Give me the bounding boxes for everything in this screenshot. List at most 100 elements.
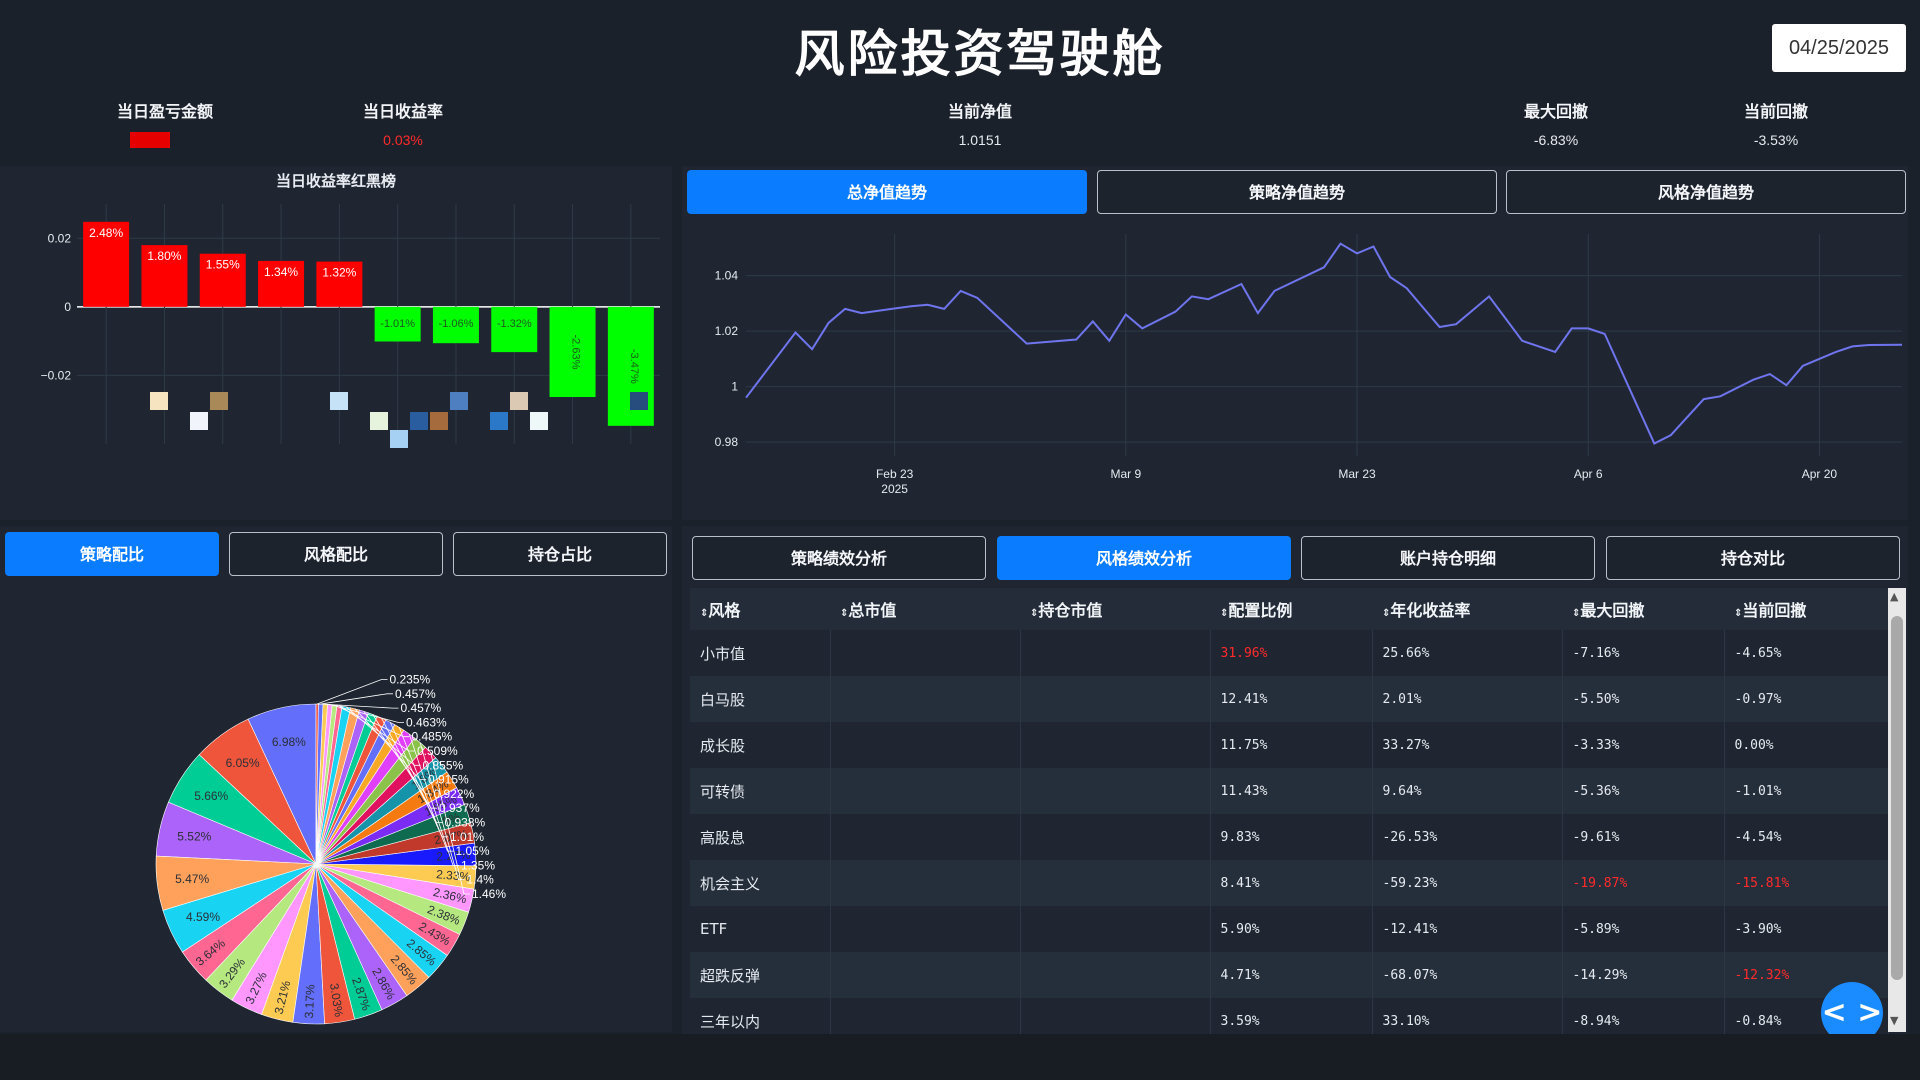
pie-data-label: 3.17% — [302, 984, 318, 1019]
column-header[interactable]: ⇕配置比例 — [1210, 588, 1372, 630]
pie-data-label: 0.485% — [412, 730, 453, 744]
pie-data-label: 0.915% — [428, 773, 469, 787]
table-row[interactable]: 超跌反弹 4.71% -68.07% -14.29% -12.32% — [690, 952, 1889, 998]
scrollbar-thumb[interactable] — [1891, 616, 1903, 980]
bar-data-label: 1.32% — [322, 266, 356, 280]
table-cell — [830, 768, 1021, 814]
kpi-label: 当日收益率 — [362, 102, 443, 121]
pie-data-label: 2.27% — [436, 848, 471, 864]
kpi-value: -3.53% — [1753, 132, 1799, 148]
y-tick-label: 1 — [731, 380, 738, 394]
table-cell: 12.41% — [1210, 676, 1373, 722]
sort-icon[interactable]: ⇕ — [1382, 608, 1391, 619]
pie-callout-line — [339, 705, 415, 752]
x-tick-sublabel: 2025 — [881, 482, 908, 496]
pie-data-label: 0.509% — [417, 744, 458, 758]
column-header[interactable]: ⇕最大回撤 — [1562, 588, 1724, 630]
table-cell: 4.71% — [1210, 952, 1373, 998]
pie-callout-line — [408, 733, 459, 866]
sort-icon[interactable]: ⇕ — [1220, 608, 1229, 619]
code-brackets-icon[interactable]: < > — [1821, 982, 1883, 1044]
tab-style-nav[interactable]: 风格净值趋势 — [1506, 170, 1906, 214]
bar-data-label: 1.34% — [264, 265, 298, 279]
column-header[interactable]: ⇕风格 — [690, 588, 830, 630]
table-cell: -12.41% — [1372, 906, 1563, 952]
table-cell: 可转债 — [690, 768, 831, 814]
table-cell: -4.54% — [1724, 814, 1889, 860]
nav-chart-panel — [682, 166, 1908, 520]
legend-swatch — [510, 392, 528, 410]
kpi-nav: 当前净值 1.0151 — [920, 98, 1040, 148]
bar — [83, 221, 130, 307]
legend-swatch — [450, 392, 468, 410]
column-header[interactable]: ⇕持仓市值 — [1020, 588, 1210, 630]
y-tick-label: −0.02 — [41, 368, 72, 382]
pie-callout-line — [430, 752, 470, 895]
tab-style-alloc[interactable]: 风格配比 — [229, 532, 443, 576]
table-cell — [830, 814, 1021, 860]
column-header[interactable]: ⇕总市值 — [830, 588, 1020, 630]
scroll-up-arrow-icon[interactable]: ▲ — [1890, 590, 1899, 603]
table-cell — [830, 860, 1021, 906]
legend-swatch — [150, 392, 168, 410]
column-header-label: 配置比例 — [1228, 601, 1293, 620]
table-cell: 8.41% — [1210, 860, 1373, 906]
kpi-label: 当日盈亏金额 — [116, 102, 213, 121]
bar-chart-title: 当日收益率红黑榜 — [275, 172, 396, 190]
sort-icon[interactable]: ⇕ — [700, 608, 709, 619]
column-header-label: 最大回撤 — [1580, 601, 1645, 620]
y-tick-label: 1.04 — [715, 269, 739, 283]
x-tick-label: Mar 23 — [1338, 467, 1376, 481]
column-header[interactable]: ⇕年化收益率 — [1372, 588, 1562, 630]
allocation-pie-chart: 6.98%6.05%5.66%5.52%5.47%4.59%3.64%3.29%… — [155, 673, 506, 1025]
table-cell: 白马股 — [690, 676, 831, 722]
tab-holding-alloc[interactable]: 持仓占比 — [453, 532, 667, 576]
pie-data-label: 5.52% — [177, 829, 211, 843]
table-cell: -19.87% — [1562, 860, 1725, 906]
tab-holding-compare[interactable]: 持仓对比 — [1606, 536, 1900, 580]
table-row[interactable]: 小市值 31.96% 25.66% -7.16% -4.65% — [690, 630, 1889, 676]
tab-holding-detail[interactable]: 账户持仓明细 — [1301, 536, 1595, 580]
table-cell: 小市值 — [690, 630, 831, 676]
pie-data-label: 4.59% — [186, 910, 220, 924]
pie-data-label: 6.05% — [226, 756, 260, 770]
table-cell: 机会主义 — [690, 860, 831, 906]
sort-icon[interactable]: ⇕ — [1030, 608, 1039, 619]
legend-swatch — [630, 392, 648, 410]
table-cell: 超跌反弹 — [690, 952, 831, 998]
tab-strategy-perf[interactable]: 策略绩效分析 — [692, 536, 986, 580]
table-cell: -5.36% — [1562, 768, 1725, 814]
table-cell: 31.96% — [1210, 630, 1373, 676]
table-row[interactable]: 机会主义 8.41% -59.23% -19.87% -15.81% — [690, 860, 1889, 906]
table-cell — [830, 906, 1021, 952]
kpi-label: 最大回撤 — [1523, 102, 1588, 121]
date-picker[interactable]: 04/25/2025 — [1772, 24, 1906, 72]
sort-icon[interactable]: ⇕ — [1734, 608, 1743, 619]
column-header[interactable]: ⇕当前回撤 — [1724, 588, 1888, 630]
pie-data-label: 1.35% — [461, 858, 495, 872]
table-row[interactable]: 成长股 11.75% 33.27% -3.33% 0.00% — [690, 722, 1889, 768]
table-cell — [1020, 860, 1211, 906]
table-row[interactable]: 白马股 12.41% 2.01% -5.50% -0.97% — [690, 676, 1889, 722]
tab-strategy-alloc[interactable]: 策略配比 — [5, 532, 219, 576]
column-header-label: 年化收益率 — [1390, 601, 1471, 620]
tab-strategy-nav[interactable]: 策略净值趋势 — [1097, 170, 1497, 214]
legend-swatch — [370, 412, 388, 430]
table-cell — [830, 676, 1021, 722]
table-row[interactable]: 可转债 11.43% 9.64% -5.36% -1.01% — [690, 768, 1889, 814]
tab-style-perf[interactable]: 风格绩效分析 — [997, 536, 1291, 580]
table-cell: -0.97% — [1724, 676, 1889, 722]
sort-icon[interactable]: ⇕ — [1572, 608, 1581, 619]
sort-icon[interactable]: ⇕ — [840, 608, 849, 619]
table-header-row: ⇕风格 ⇕总市值 ⇕持仓市值 ⇕配置比例 ⇕年化收益率 ⇕最大回撤 ⇕当前回撤 — [690, 588, 1888, 630]
pie-callout-line — [346, 706, 421, 766]
legend-swatch — [410, 412, 428, 430]
table-cell: -3.90% — [1724, 906, 1889, 952]
table-row[interactable]: 高股息 9.83% -26.53% -9.61% -4.54% — [690, 814, 1889, 860]
table-cell: -5.50% — [1562, 676, 1725, 722]
scroll-down-arrow-icon[interactable]: ▼ — [1890, 1014, 1899, 1027]
table-cell: -9.61% — [1562, 814, 1725, 860]
pie-data-label: 5.66% — [194, 789, 228, 803]
tab-total-nav[interactable]: 总净值趋势 — [687, 170, 1087, 214]
table-row[interactable]: ETF 5.90% -12.41% -5.89% -3.90% — [690, 906, 1889, 952]
